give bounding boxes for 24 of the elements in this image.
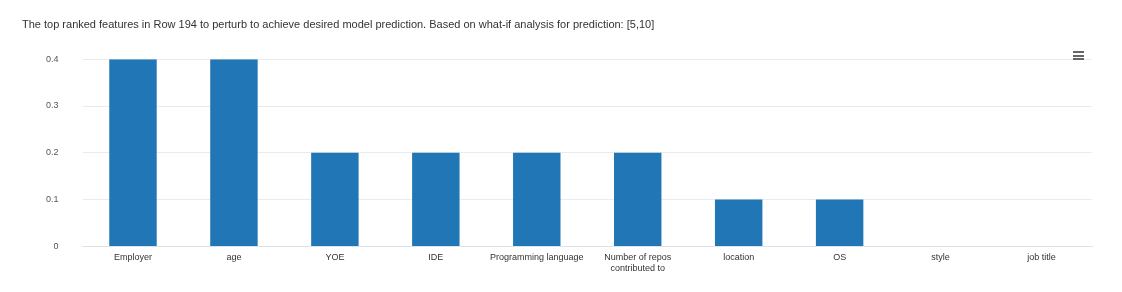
- y-tick-label: 0: [53, 240, 59, 251]
- bar: [109, 59, 157, 246]
- bar: [311, 152, 359, 246]
- bar: [614, 152, 662, 246]
- x-tick-label: OS: [833, 252, 847, 263]
- bar: [513, 152, 561, 246]
- x-tick-label: age: [226, 252, 242, 263]
- bar: [210, 59, 258, 246]
- bar: [815, 199, 864, 246]
- y-tick-label: 0.3: [46, 100, 59, 111]
- x-tick-label: Number of repos contributed to: [604, 252, 672, 274]
- y-tick-label: 0.1: [46, 194, 59, 205]
- x-tick-label: IDE: [428, 252, 444, 263]
- x-tick-label: YOE: [325, 252, 345, 263]
- y-tick-label: 0.2: [46, 147, 59, 158]
- x-tick-label: location: [723, 252, 755, 263]
- chart-title: The top ranked features in Row 194 to perturb to achieve desired model prediction. Based on what-if analysis for prediction: [5,10]: [22, 17, 655, 30]
- x-tick-label: Employer: [113, 252, 152, 263]
- bar: [714, 199, 763, 246]
- x-tick-label: job title: [1026, 252, 1056, 263]
- y-tick-label: 0.4: [46, 53, 59, 64]
- bar: [412, 152, 460, 246]
- x-tick-label: style: [931, 252, 950, 263]
- x-tick-label: Programming language: [490, 252, 584, 263]
